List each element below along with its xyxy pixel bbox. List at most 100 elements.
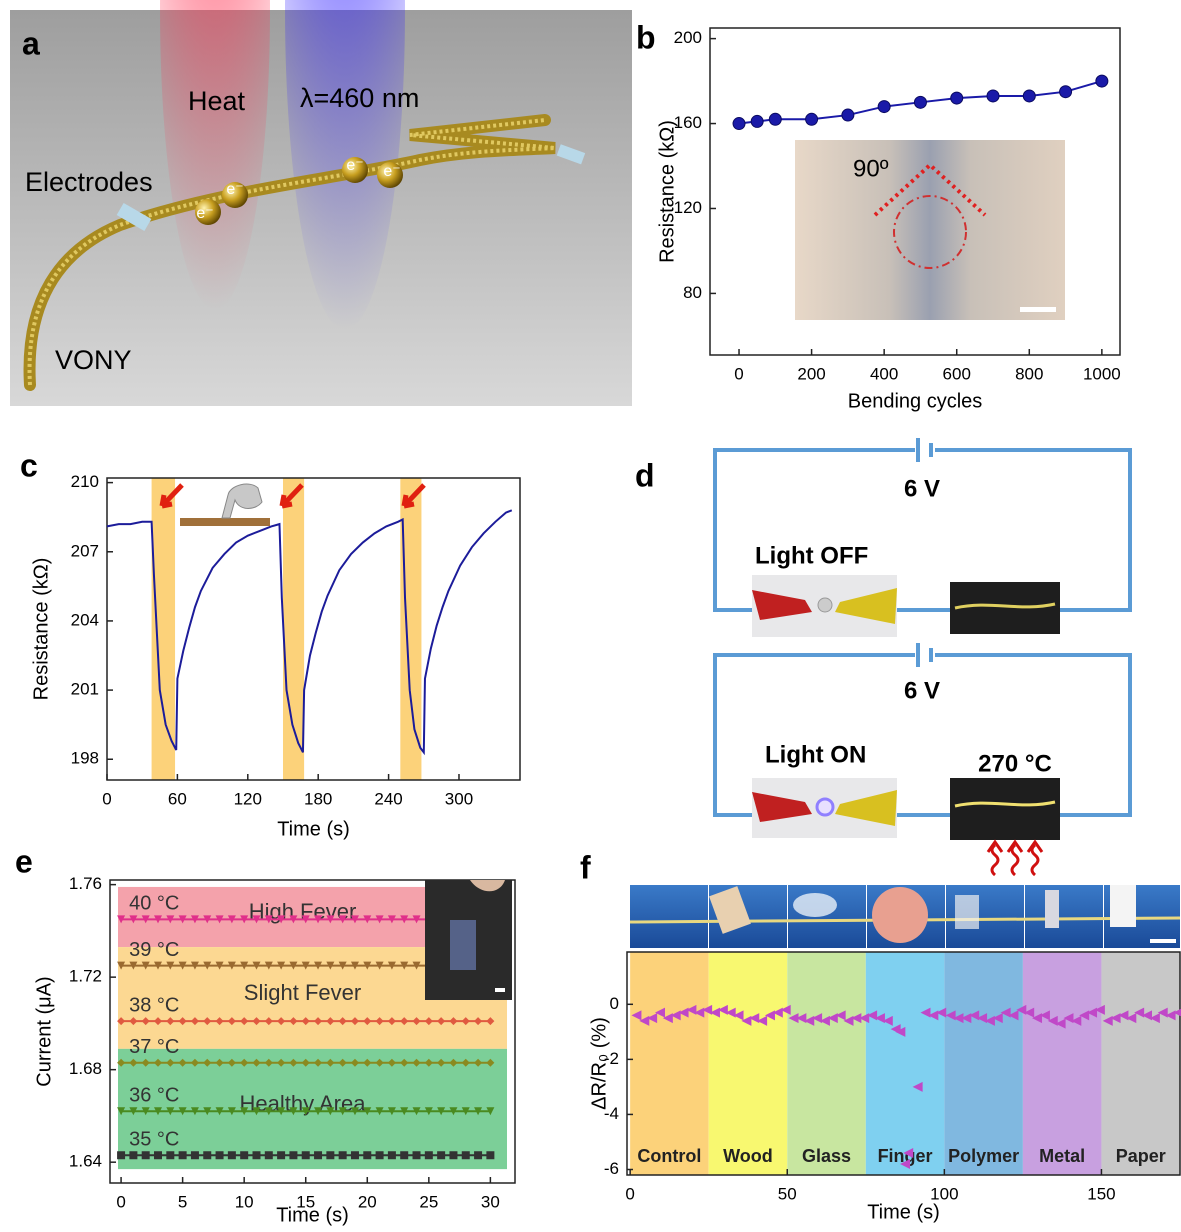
panel-label: d [635,457,655,493]
data-point [326,1151,334,1159]
polymer [955,895,979,929]
x-tick-label: 20 [358,1192,377,1211]
x-axis-label: Time (s) [276,1204,349,1226]
data-point [425,1151,433,1159]
electrodes-label: Electrodes [25,167,153,197]
x-tick-label: 50 [778,1184,797,1203]
zone [1101,952,1180,1175]
panel-label: a [22,25,40,61]
sensor [450,920,476,970]
voltage-label: 6 V [904,677,940,704]
data-point [449,1151,457,1159]
data-point [474,1151,482,1159]
temperature-label: 270 °C [978,750,1052,777]
y-tick-label: 0 [610,994,619,1013]
x-tick-label: 300 [445,789,473,808]
y-tick-label: 80 [683,283,702,302]
yarn-photo [950,778,1060,840]
y-tick-label: 204 [71,610,99,629]
zone [709,952,788,1175]
data-point [289,1151,297,1159]
x-axis-label: Time (s) [277,818,350,840]
y-tick-label: 1.68 [69,1059,102,1078]
scale-bar [495,988,505,992]
series-label: 35 °C [129,1129,179,1151]
zone [630,952,709,1175]
x-tick-label: 0 [625,1184,634,1203]
zone-label: Control [637,1146,701,1166]
y-axis-label: Resistance (kΩ) [656,120,678,263]
x-tick-label: 25 [419,1192,438,1211]
panel-label: c [20,447,38,483]
state-label: Light ON [765,741,866,768]
zone [1023,952,1102,1175]
led [818,598,832,612]
electron-label: e⁻ [196,205,213,222]
x-tick-label: 150 [1087,1184,1115,1203]
highlight-band [283,478,304,780]
photo [788,885,866,948]
y-tick-label: 1.64 [69,1152,102,1171]
data-point [363,1151,371,1159]
x-tick-label: 5 [178,1192,187,1211]
heat-label: Heat [188,86,246,116]
x-tick-label: 180 [304,789,332,808]
data-point [376,1151,384,1159]
highlight-band [152,478,175,780]
data-point [769,113,781,125]
data-point [277,1151,285,1159]
zone-label: Metal [1039,1146,1085,1166]
metal [1045,890,1059,928]
angle-label: 90º [853,155,889,182]
y-tick-label: 1.76 [69,874,102,893]
data-point [154,1151,162,1159]
y-tick-label: 1.72 [69,967,102,986]
x-tick-label: 400 [870,364,898,383]
data-point [842,109,854,121]
x-tick-label: 240 [374,789,402,808]
data-point [265,1151,273,1159]
data-point [314,1151,322,1159]
light-label: λ=460 nm [300,83,419,113]
zone [866,952,945,1175]
x-tick-label: 0 [102,789,111,808]
data-point [191,1151,199,1159]
data-point [413,1151,421,1159]
bending-photo: 90º [795,140,1065,320]
scale-bar [1020,307,1056,312]
voltage-label: 6 V [904,475,940,502]
data-point [486,1151,494,1159]
series-label: 36 °C [129,1085,179,1107]
x-tick-label: 1000 [1083,364,1121,383]
x-tick-label: 200 [797,364,825,383]
data-point [179,1151,187,1159]
electron-label: e⁻ [383,163,400,180]
x-tick-label: 0 [734,364,743,383]
zone-label: Slight Fever [244,980,361,1005]
yarn-label: VONY [55,345,132,375]
data-point [240,1151,248,1159]
y-axis-label: Current (μA) [33,976,55,1086]
y-axis-label: ΔR/R₀ (%) [588,1017,610,1110]
panel-label: e [15,843,33,879]
panel-label: f [580,849,591,885]
photo [630,885,708,948]
y-tick-label: 201 [71,680,99,699]
y-tick-label: 210 [71,472,99,491]
data-point [462,1151,470,1159]
data-point [117,1151,125,1159]
data-point [228,1151,236,1159]
data-point [1060,86,1072,98]
finger [222,484,262,518]
x-tick-label: 600 [943,364,971,383]
glass [793,893,837,917]
panel-a: e⁻ e⁻ e⁻ e⁻ a Heat λ=460 nm Electrodes V… [10,0,632,406]
data-point [203,1151,211,1159]
x-tick-label: 0 [116,1192,125,1211]
data-point [914,96,926,108]
data-point [751,115,763,127]
figure: e⁻ e⁻ e⁻ e⁻ a Heat λ=460 nm Electrodes V… [0,0,1181,1227]
electron-label: e⁻ [226,181,243,198]
y-tick-label: -6 [604,1159,619,1178]
scale-bar [1150,939,1176,943]
